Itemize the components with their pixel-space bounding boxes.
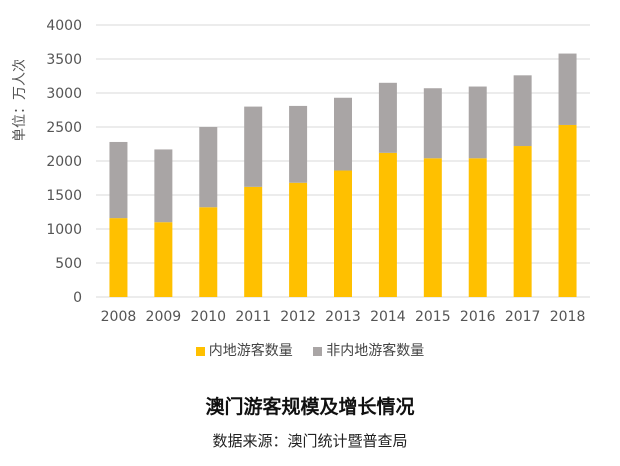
x-tick-label: 2015 [415,309,451,325]
y-tick-label: 500 [55,256,82,272]
legend-swatch-mainland [195,346,205,356]
bar-mainland [513,146,532,297]
bar-mainland [558,124,577,298]
legend-item-non-mainland: 非内地游客数量 [313,343,424,359]
bar-non-mainland [468,86,487,159]
y-tick-label: 2000 [46,154,82,170]
bar-mainland [423,158,442,297]
bar-mainland [109,218,128,297]
x-tick-label: 2012 [280,309,316,325]
bar-mainland [199,207,218,297]
bar-mainland [244,186,263,297]
y-axis-label-box: 单位：万人次 [4,58,34,142]
bar-mainland [289,182,308,297]
bar-chart: 0 500 1000 1500 2000 2500 3000 3500 4000 2008 2009… [46,18,590,325]
y-tick-label: 3500 [46,52,82,68]
bar-non-mainland [378,82,397,153]
bar-non-mainland [423,88,442,159]
x-tick-label: 2010 [190,309,226,325]
y-tick-label: 4000 [46,18,82,34]
bar-non-mainland [558,53,577,125]
bar-non-mainland [154,149,173,223]
x-tick-label: 2013 [325,309,361,325]
bar-non-mainland [513,75,532,147]
y-axis-label: 单位：万人次 [12,60,28,140]
legend-swatch-non-mainland [313,346,323,356]
legend: 内地游客数量 非内地游客数量 [0,340,620,360]
y-tick-label: 1500 [46,188,82,204]
bar-non-mainland [334,97,352,171]
bar-non-mainland [109,141,128,219]
bar-non-mainland [244,106,263,187]
legend-item-mainland: 内地游客数量 [195,343,293,359]
x-tick-label: 2008 [101,309,137,325]
x-tick-label: 2018 [550,309,586,325]
x-tick-label: 2017 [505,309,541,325]
y-tick-label: 1000 [46,222,82,238]
chart-source: 数据来源：澳门统计暨普查局 [212,432,408,450]
bar-non-mainland [199,127,218,208]
legend-label-mainland: 内地游客数量 [208,343,293,359]
bar-mainland [334,170,352,297]
y-tick-label: 2500 [46,120,82,136]
bar-mainland [378,152,397,297]
chart-title: 澳门游客规模及增长情况 [205,396,415,418]
x-tick-label: 2016 [460,309,496,325]
bar-non-mainland [289,105,308,183]
y-tick-label: 3000 [46,86,82,102]
bar-mainland [468,158,487,297]
x-tick-label: 2011 [235,309,271,325]
x-tick-label: 2014 [370,309,406,325]
legend-label-non-mainland: 非内地游客数量 [326,343,425,359]
y-tick-label: 0 [73,290,82,306]
x-tick-label: 2009 [146,309,182,325]
bar-mainland [154,222,173,297]
